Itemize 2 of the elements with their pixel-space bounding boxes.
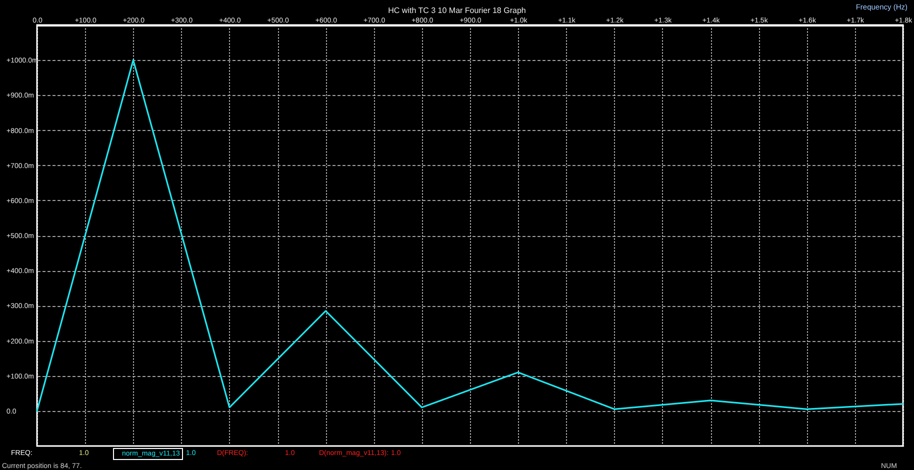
line-series [36, 59, 904, 412]
chart-title: HC with TC 3 10 Mar Fourier 18 Graph [388, 6, 526, 15]
